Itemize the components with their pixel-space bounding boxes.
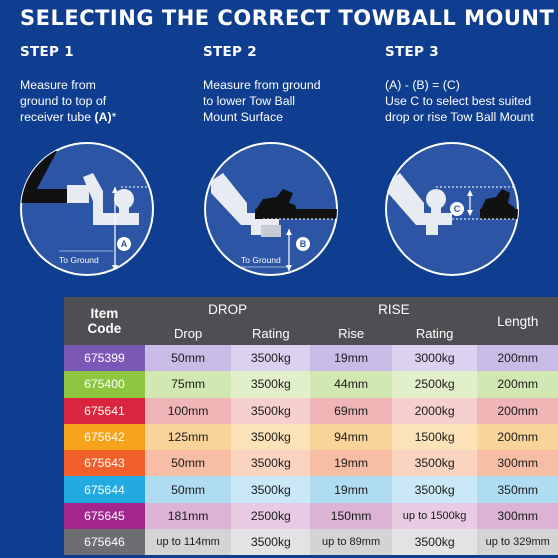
rise-cell: 19mm xyxy=(310,476,392,503)
item-code-cell: 675642 xyxy=(64,423,145,451)
header-drop-rating: Rating xyxy=(231,321,311,345)
step-2-diagram: To Ground B xyxy=(203,141,339,277)
header-item-code: Item Code xyxy=(64,297,145,345)
step-1-line-3-wrap: receiver tube (A)* xyxy=(20,109,116,125)
step-2-heading: STEP 2 xyxy=(203,44,257,60)
step-1-text: Measure from ground to top of receiver t… xyxy=(20,77,116,125)
table-body: 675399 50mm 3500kg 19mm 3000kg 200mm 675400 75m… xyxy=(64,345,558,556)
rise-rating-cell: 1500kg xyxy=(391,423,478,451)
length-cell: 200mm xyxy=(477,397,558,424)
rise-rating-cell: up to 1500kg xyxy=(391,502,478,530)
drop-cell: up to 114mm xyxy=(144,529,232,556)
badge-a: A xyxy=(117,237,131,251)
drop-rating-cell: 3500kg xyxy=(231,476,311,503)
towball-mount-table: Item Code DROP RISE Length Drop Rating R… xyxy=(64,297,558,556)
step-3-diagram: C xyxy=(384,141,520,277)
step-2-line-2: to lower Tow Ball xyxy=(203,94,296,108)
step-1-heading: STEP 1 xyxy=(20,44,74,60)
drop-rating-cell: 3500kg xyxy=(231,345,311,372)
step-3-text: (A) - (B) = (C) Use C to select best sui… xyxy=(385,77,534,125)
header-drop-sub: Drop xyxy=(144,321,232,345)
step-3-formula: (A) - (B) = (C) xyxy=(385,78,460,92)
step-1-line-1: Measure from xyxy=(20,78,96,92)
drop-cell: 75mm xyxy=(144,371,232,398)
drop-cell: 50mm xyxy=(144,450,232,477)
rise-cell: 94mm xyxy=(310,423,392,451)
step-1-line-3: receiver tube xyxy=(20,110,92,124)
badge-c: C xyxy=(450,202,464,216)
rise-cell: 19mm xyxy=(310,345,392,372)
drop-cell: 50mm xyxy=(144,476,232,503)
header-rise-rating: Rating xyxy=(391,321,478,345)
rise-rating-cell: 2000kg xyxy=(391,397,478,424)
drop-cell: 181mm xyxy=(144,502,232,530)
rise-rating-cell: 3500kg xyxy=(391,476,478,503)
step-3-line-1: Use C to select best suited xyxy=(385,94,532,108)
header-code: Code xyxy=(87,321,122,336)
step-1-line-2: ground to top of xyxy=(20,94,107,108)
badge-b: B xyxy=(296,237,310,251)
item-code-cell: 675644 xyxy=(64,476,145,503)
step-1-diagram: To Ground A xyxy=(19,141,155,277)
drop-rating-cell: 2500kg xyxy=(231,502,311,530)
step-3-line-2: drop or rise Tow Ball Mount xyxy=(385,110,534,124)
step-1-asterisk: * xyxy=(111,110,117,124)
drop-rating-cell: 3500kg xyxy=(231,529,311,556)
header-drop: DROP xyxy=(144,297,311,321)
rise-cell: 69mm xyxy=(310,397,392,424)
length-cell: 350mm xyxy=(477,476,558,503)
drop-cell: 100mm xyxy=(144,397,232,424)
header-rise-sub: Rise xyxy=(310,321,392,345)
rise-rating-cell: 3000kg xyxy=(391,345,478,372)
step-1-to-ground-label: To Ground xyxy=(59,255,99,265)
item-code-cell: 675399 xyxy=(64,345,145,372)
item-code-cell: 675643 xyxy=(64,450,145,477)
step-2-text: Measure from ground to lower Tow Ball Mo… xyxy=(203,77,321,125)
header-item: Item xyxy=(90,306,119,321)
rise-cell: 150mm xyxy=(310,502,392,530)
header-length: Length xyxy=(477,297,558,345)
length-cell: 200mm xyxy=(477,423,558,451)
step-2-line-1: Measure from ground xyxy=(203,78,321,92)
drop-rating-cell: 3500kg xyxy=(231,450,311,477)
item-code-cell: 675641 xyxy=(64,397,145,424)
table-row: 675399 50mm 3500kg 19mm 3000kg 200mm xyxy=(64,345,558,372)
rise-rating-cell: 3500kg xyxy=(391,529,478,556)
step-2-line-3: Mount Surface xyxy=(203,110,283,124)
drop-cell: 125mm xyxy=(144,423,232,451)
length-cell: 300mm xyxy=(477,502,558,530)
table-row: 675400 75mm 3500kg 44mm 2500kg 200mm xyxy=(64,371,558,398)
length-cell: 200mm xyxy=(477,371,558,398)
table-row: 675645 181mm 2500kg 150mm up to 1500kg 300mm xyxy=(64,502,558,530)
item-code-cell: 675646 xyxy=(64,529,145,556)
step-2-to-ground-label: To Ground xyxy=(241,255,281,265)
item-code-cell: 675400 xyxy=(64,371,145,398)
table-row: 675646 up to 114mm 3500kg up to 89mm 3500kg u… xyxy=(64,529,558,556)
item-code-cell: 675645 xyxy=(64,502,145,530)
table-row: 675642 125mm 3500kg 94mm 1500kg 200mm xyxy=(64,423,558,451)
drop-cell: 50mm xyxy=(144,345,232,372)
rise-rating-cell: 3500kg xyxy=(391,450,478,477)
table-row: 675641 100mm 3500kg 69mm 2000kg 200mm xyxy=(64,397,558,424)
rise-cell: 44mm xyxy=(310,371,392,398)
length-cell: up to 329mm xyxy=(477,529,558,556)
step-3-heading: STEP 3 xyxy=(385,44,439,60)
step-1-emphasis: (A) xyxy=(94,110,112,124)
rise-cell: 19mm xyxy=(310,450,392,477)
table-row: 675644 50mm 3500kg 19mm 3500kg 350mm xyxy=(64,476,558,503)
drop-rating-cell: 3500kg xyxy=(231,371,311,398)
length-cell: 200mm xyxy=(477,345,558,372)
length-cell: 300mm xyxy=(477,450,558,477)
rise-rating-cell: 2500kg xyxy=(391,371,478,398)
drop-rating-cell: 3500kg xyxy=(231,397,311,424)
drop-rating-cell: 3500kg xyxy=(231,423,311,451)
table-row: 675643 50mm 3500kg 19mm 3500kg 300mm xyxy=(64,450,558,477)
rise-cell: up to 89mm xyxy=(310,529,392,556)
page-title: SELECTING THE CORRECT TOWBALL MOUNT xyxy=(20,6,555,30)
header-rise: RISE xyxy=(310,297,478,321)
